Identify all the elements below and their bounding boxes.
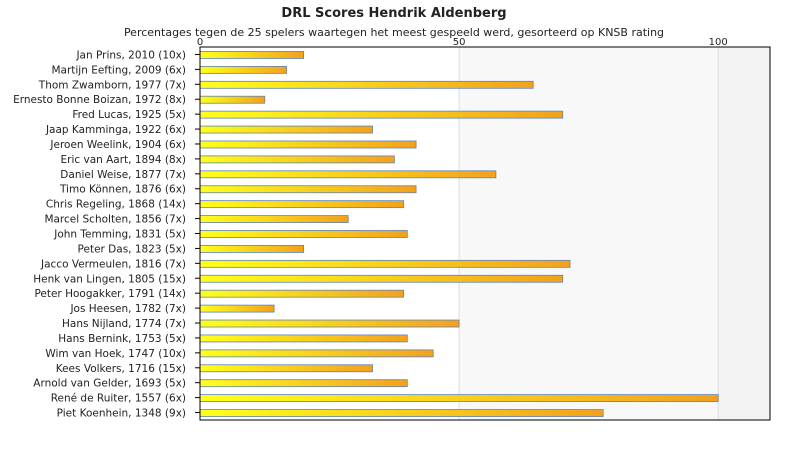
bar	[199, 95, 266, 104]
bar	[199, 319, 460, 328]
category-label: René de Ruiter, 1557 (6x)	[51, 393, 186, 405]
x-tick-label: 100	[709, 37, 728, 48]
category-label: Fred Lucas, 1925 (5x)	[72, 109, 186, 121]
bar	[199, 289, 405, 298]
category-label: Hans Nijland, 1774 (7x)	[62, 318, 186, 330]
category-label: Peter Hoogakker, 1791 (14x)	[34, 288, 186, 300]
chart-subtitle: Percentages tegen de 25 spelers waartege…	[124, 26, 664, 39]
x-tick-label: 0	[197, 37, 203, 48]
category-label: Timo Können, 1876 (6x)	[59, 184, 186, 196]
bar	[199, 110, 564, 119]
plot-band	[718, 47, 770, 420]
category-label: Piet Koenhein, 1348 (9x)	[57, 408, 186, 420]
bar	[199, 230, 408, 238]
category-label: Eric van Aart, 1894 (8x)	[61, 154, 187, 166]
bar	[199, 245, 305, 253]
bar	[199, 215, 349, 223]
bar	[199, 185, 417, 194]
chart-title: DRL Scores Hendrik Aldenberg	[281, 6, 506, 21]
category-label: Arnold van Gelder, 1693 (5x)	[33, 378, 186, 390]
bar	[199, 155, 395, 164]
category-label: Marcel Scholten, 1856 (7x)	[44, 214, 186, 226]
category-label: Ernesto Bonne Boizan, 1972 (8x)	[13, 94, 186, 106]
bar	[199, 409, 604, 417]
category-label: Jos Heesen, 1782 (7x)	[69, 303, 186, 315]
category-label: Wim van Hoek, 1747 (10x)	[45, 348, 186, 360]
category-label: Jan Prins, 2010 (10x)	[75, 49, 186, 61]
category-label: Henk van Lingen, 1805 (15x)	[33, 273, 186, 285]
category-label: Jaap Kamminga, 1922 (6x)	[45, 124, 186, 136]
category-label: Jacco Vermeulen, 1816 (7x)	[40, 258, 186, 270]
category-label: Daniel Weise, 1877 (7x)	[60, 169, 186, 181]
bar	[199, 334, 408, 343]
bar	[199, 274, 564, 283]
x-tick-label: 50	[453, 37, 466, 48]
plot-frame	[199, 46, 771, 421]
category-label: Hans Bernink, 1753 (5x)	[58, 333, 186, 345]
category-label: Peter Das, 1823 (5x)	[78, 243, 186, 255]
bar	[199, 170, 497, 179]
bar	[199, 125, 373, 134]
bar	[199, 394, 719, 403]
bar	[199, 259, 571, 268]
bar	[199, 80, 534, 89]
plot-band	[459, 47, 719, 420]
category-label: Thom Zwamborn, 1977 (7x)	[38, 79, 186, 91]
bar	[199, 364, 373, 373]
category-label: Jeroen Weelink, 1904 (6x)	[49, 139, 186, 151]
category-label: Martijn Eefting, 2009 (6x)	[51, 64, 186, 76]
category-label: John Temming, 1831 (5x)	[53, 229, 186, 241]
bar	[199, 51, 305, 59]
bar	[199, 304, 275, 313]
plot-area: 0 50 100 Jan Prins, 2010 (10x) Martijn Eefti…	[13, 37, 771, 421]
category-label: Chris Regeling, 1868 (14x)	[46, 199, 186, 211]
bar	[199, 140, 417, 149]
bar	[199, 200, 405, 209]
category-label: Kees Volkers, 1716 (15x)	[56, 363, 186, 375]
bar	[199, 379, 408, 388]
bar	[199, 65, 287, 74]
bar	[199, 349, 434, 358]
